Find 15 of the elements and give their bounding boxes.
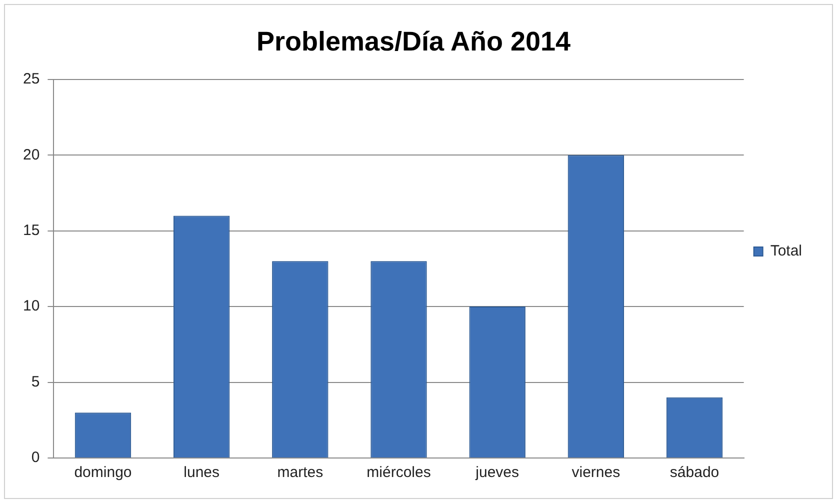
y-tick-label: 25	[22, 70, 40, 88]
y-tick-label: 10	[22, 298, 40, 315]
x-tick-label: viernes	[572, 464, 620, 482]
x-tick-label: martes	[277, 464, 324, 482]
y-tick-label: 0	[31, 449, 40, 466]
x-tick-label: lunes	[184, 464, 220, 482]
legend-label: Total	[770, 242, 802, 260]
x-tick-label: domingo	[74, 464, 132, 482]
x-tick-label: miércoles	[366, 464, 431, 482]
y-tick-label: 15	[22, 222, 40, 239]
y-tick-label: 5	[31, 373, 40, 390]
x-tick-label: sábado	[670, 464, 720, 482]
x-tick-label: jueves	[474, 464, 520, 482]
chart-title: Problemas/Día Año 2014	[256, 26, 571, 57]
y-tick-label: 20	[22, 146, 40, 164]
